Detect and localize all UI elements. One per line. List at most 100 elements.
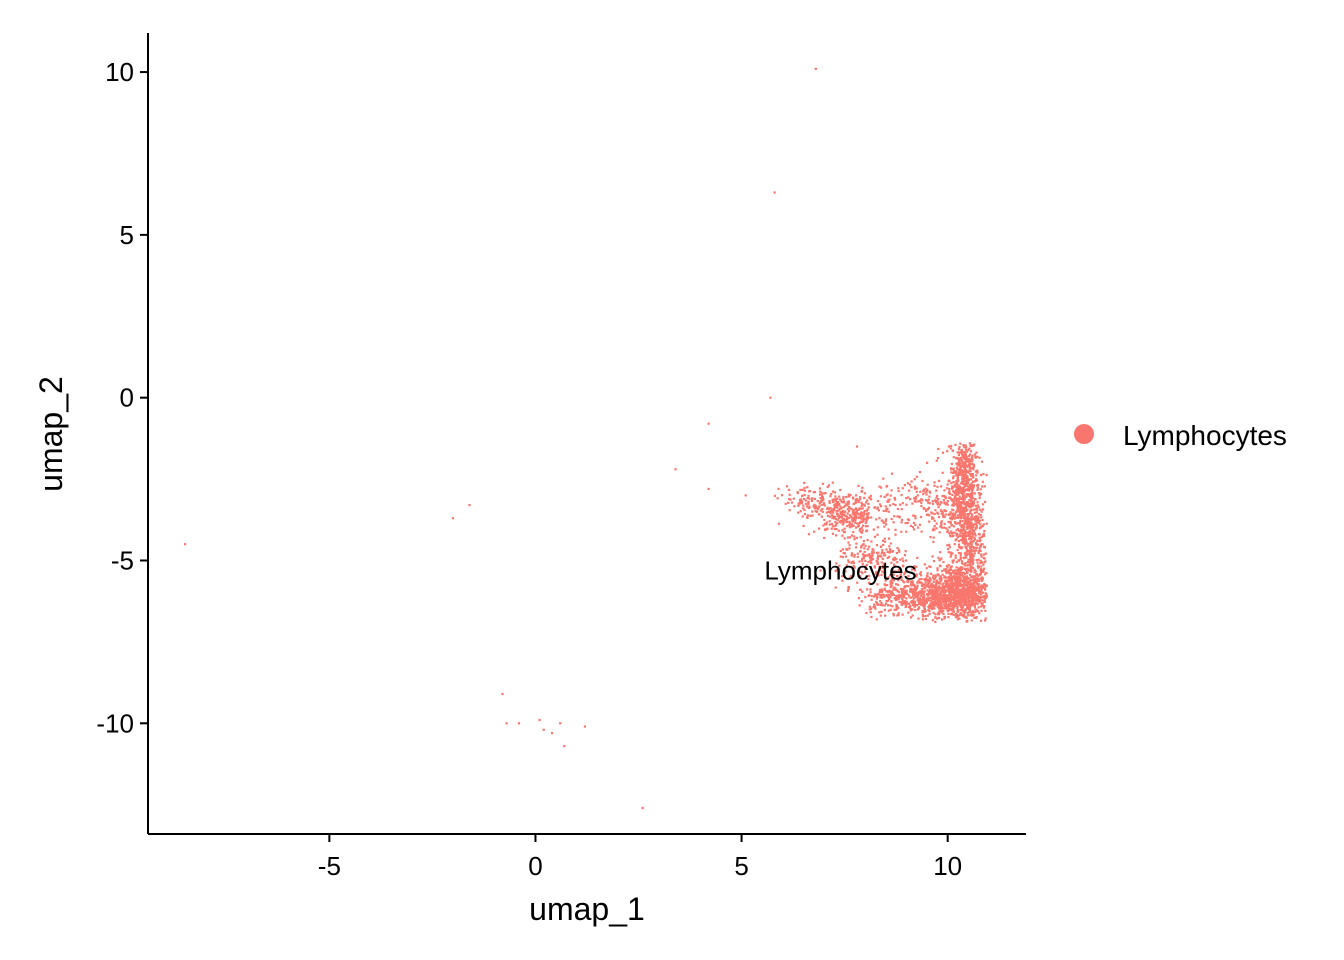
data-point: [970, 473, 973, 476]
legend-key-lymphocytes: [1074, 424, 1094, 444]
data-point: [882, 567, 886, 570]
data-point: [980, 577, 983, 580]
data-point: [962, 610, 965, 613]
data-point: [917, 617, 920, 620]
data-point: [868, 574, 871, 577]
data-point: [856, 512, 859, 515]
data-point: [920, 588, 923, 591]
data-point: [905, 503, 908, 506]
data-point: [808, 506, 811, 509]
data-point: [963, 573, 966, 576]
data-point: [883, 572, 886, 575]
data-point: [965, 482, 968, 486]
data-point: [845, 515, 848, 518]
data-point: [889, 583, 892, 586]
data-point: [859, 498, 862, 501]
data-point: [848, 510, 851, 513]
data-point: [984, 500, 987, 504]
data-point: [824, 492, 827, 495]
data-point: [928, 495, 931, 498]
data-point: [974, 470, 977, 473]
data-point: [962, 497, 965, 500]
data-point: [951, 485, 954, 488]
data-point: [922, 490, 925, 493]
data-point: [935, 601, 939, 605]
data-point: [836, 513, 839, 516]
data-point: [922, 583, 925, 586]
data-point: [822, 524, 825, 527]
data-point: [966, 549, 969, 552]
data-point: [899, 575, 902, 578]
data-point: [908, 595, 911, 598]
data-point: [964, 598, 967, 601]
data-point: [845, 502, 848, 506]
data-point: [961, 575, 964, 578]
data-point: [904, 601, 907, 604]
data-point: [799, 488, 802, 491]
data-point: [859, 588, 862, 591]
data-point: [890, 577, 893, 581]
data-point: [957, 473, 961, 476]
data-point: [981, 480, 984, 483]
data-point: [906, 521, 909, 524]
data-point: [952, 609, 955, 612]
data-point: [885, 548, 888, 551]
data-point: [900, 530, 903, 533]
data-point: [968, 546, 971, 549]
legend[interactable]: Lymphocytes: [1074, 420, 1287, 451]
data-point: [928, 612, 931, 615]
data-point: [958, 588, 962, 591]
data-point: [893, 608, 896, 611]
data-point: [975, 580, 978, 583]
data-point: [858, 513, 861, 516]
data-point: [941, 512, 944, 515]
data-point: [962, 516, 965, 519]
data-point: [814, 505, 817, 509]
data-point: [962, 478, 966, 481]
data-point: [942, 494, 945, 498]
data-point: [952, 606, 955, 609]
data-point: [841, 548, 844, 551]
data-point: [977, 558, 980, 561]
data-point: [973, 443, 976, 446]
data-point: [947, 445, 950, 448]
data-point: [932, 584, 935, 588]
data-point: [928, 591, 931, 594]
data-point: [949, 567, 952, 570]
data-point: [949, 601, 952, 604]
data-point: [835, 562, 838, 565]
data-point: [887, 499, 890, 502]
data-point: [979, 596, 982, 599]
data-point: [886, 594, 889, 597]
data-point: [852, 562, 855, 565]
data-point: [837, 504, 840, 507]
data-point: [922, 602, 925, 605]
scatter-points: [184, 67, 988, 810]
data-point: [961, 571, 964, 575]
data-point: [814, 67, 817, 70]
data-point: [583, 725, 586, 728]
data-point: [965, 602, 968, 605]
data-point: [980, 492, 983, 496]
data-point: [971, 587, 974, 590]
data-point: [984, 619, 987, 622]
data-point: [881, 557, 884, 560]
data-point: [842, 506, 845, 509]
data-point: [900, 518, 904, 521]
data-point: [973, 546, 976, 550]
data-point: [925, 499, 928, 502]
data-point: [793, 505, 796, 508]
data-point: [882, 565, 885, 568]
data-point: [959, 552, 962, 555]
data-point: [828, 501, 831, 504]
data-point: [933, 595, 937, 598]
data-point: [936, 581, 939, 584]
data-point: [870, 540, 873, 543]
data-point: [903, 586, 906, 589]
data-point: [975, 546, 978, 549]
data-point: [950, 444, 953, 448]
data-point: [967, 471, 970, 474]
data-point: [902, 564, 905, 567]
data-point: [890, 584, 893, 587]
data-point: [980, 553, 983, 557]
